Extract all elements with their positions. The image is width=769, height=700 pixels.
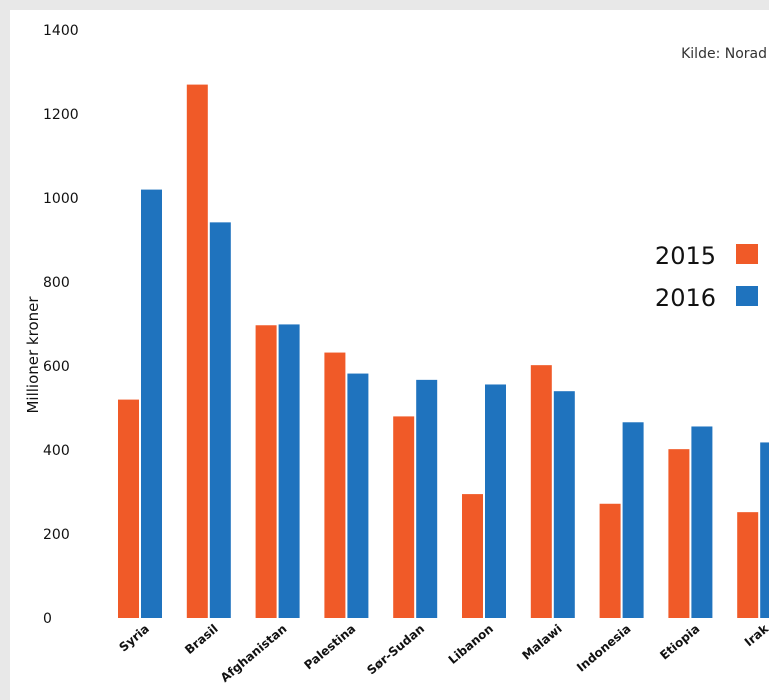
- category-label: Irak: [742, 621, 769, 649]
- category-label: Malawi: [519, 622, 564, 663]
- bar-2016-0: [141, 189, 162, 618]
- category-label: Sør-Sudan: [364, 622, 427, 678]
- legend: 2015 2016: [655, 242, 758, 312]
- legend-swatch: [736, 286, 758, 306]
- category-label: Brasil: [182, 622, 221, 657]
- legend-label: 2016: [655, 284, 716, 312]
- bar-2016-8: [691, 426, 713, 618]
- category-label: Indonesia: [574, 622, 633, 675]
- category-label: Palestina: [301, 622, 358, 673]
- bar-2015-6: [530, 365, 552, 618]
- y-tick-label: 1200: [43, 107, 79, 123]
- bar-2015-0: [118, 399, 139, 618]
- bar-2015-7: [599, 503, 621, 618]
- legend-swatch: [736, 244, 758, 264]
- y-axis-ticks: 0 200 400 600 800 1000 1200 1400: [43, 23, 79, 627]
- bar-2015-4: [393, 416, 415, 618]
- category-label: Etiopia: [657, 622, 702, 663]
- bar-2015-3: [324, 352, 346, 618]
- category-label: Syria: [116, 622, 151, 655]
- y-tick-label: 1400: [43, 23, 79, 39]
- bar-2015-2: [255, 325, 277, 618]
- bars: [118, 84, 769, 619]
- y-axis-label: Millioner kroner: [24, 296, 42, 414]
- source-note: Kilde: Norad: [681, 46, 767, 62]
- bar-2016-1: [209, 222, 231, 619]
- chart-card: 0 200 400 600 800 1000 1200 1400 Syria Brasil Afg…: [10, 10, 769, 700]
- y-tick-label: 600: [43, 359, 70, 375]
- bar-2015-9: [737, 512, 759, 618]
- bar-2016-4: [416, 379, 438, 618]
- bar-chart: 0 200 400 600 800 1000 1200 1400 Syria BrasilAfg…: [24, 23, 769, 685]
- y-tick-label: 400: [43, 443, 70, 459]
- y-tick-label: 1000: [43, 191, 79, 207]
- y-tick-label: 800: [43, 275, 70, 291]
- legend-label: 2015: [655, 242, 716, 270]
- category-label: Libanon: [446, 622, 496, 667]
- bar-2016-2: [278, 324, 300, 618]
- bar-2016-9: [760, 442, 769, 618]
- bar-2015-5: [462, 494, 483, 618]
- bar-2015-8: [668, 449, 690, 618]
- bar-2016-5: [485, 384, 506, 618]
- category-label: Afghanistan: [218, 622, 290, 685]
- bar-2016-6: [553, 391, 575, 618]
- y-tick-label: 200: [43, 527, 70, 543]
- bar-2015-1: [186, 84, 208, 619]
- bar-2016-7: [622, 422, 644, 618]
- y-tick-label: 0: [43, 611, 52, 627]
- bar-2016-3: [347, 373, 369, 618]
